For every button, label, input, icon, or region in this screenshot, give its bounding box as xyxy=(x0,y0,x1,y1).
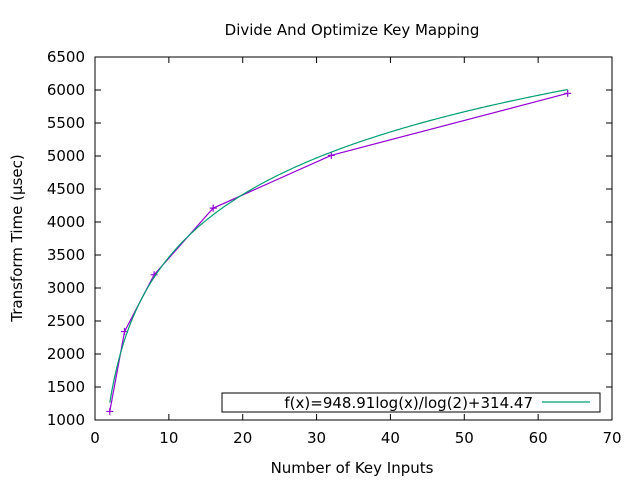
y-axis: 1000 1500 2000 2500 3000 3500 4000 4500 5000 5500… xyxy=(47,48,612,429)
legend: f(x)=948.91log(x)/log(2)+314.47 xyxy=(221,392,601,413)
y-tick-label: 2000 xyxy=(47,345,85,363)
x-tick-label: 70 xyxy=(602,429,621,447)
x-tick-label: 0 xyxy=(90,429,100,447)
x-axis-label: Number of Key Inputs xyxy=(271,459,434,477)
x-tick-label: 30 xyxy=(307,429,326,447)
x-tick-label: 20 xyxy=(233,429,252,447)
y-tick-label: 3500 xyxy=(47,246,85,264)
y-tick-label: 4500 xyxy=(47,180,85,198)
x-axis: 0 10 20 30 40 50 60 70 xyxy=(90,57,622,447)
y-tick-label: 1500 xyxy=(47,378,85,396)
data-point-marker xyxy=(327,151,335,159)
fit-curve-line xyxy=(109,88,568,403)
data-series-line xyxy=(109,92,568,412)
legend-label: f(x)=948.91log(x)/log(2)+314.47 xyxy=(284,394,533,412)
y-tick-label: 2500 xyxy=(47,312,85,330)
x-tick-label: 40 xyxy=(381,429,400,447)
y-tick-label: 6500 xyxy=(47,48,85,66)
y-axis-label: Transform Time (µsec) xyxy=(8,154,26,322)
chart-title: Divide And Optimize Key Mapping xyxy=(225,21,480,39)
data-point-marker xyxy=(106,407,114,415)
data-point-marker xyxy=(209,204,217,212)
y-tick-label: 5000 xyxy=(47,147,85,165)
y-tick-label: 6000 xyxy=(47,81,85,99)
data-point-marker xyxy=(564,89,572,97)
x-tick-label: 60 xyxy=(529,429,548,447)
plot-series xyxy=(106,88,572,415)
y-tick-label: 5500 xyxy=(47,114,85,132)
y-tick-label: 1000 xyxy=(47,411,85,429)
legend-box xyxy=(221,392,601,413)
plot-frame xyxy=(94,56,613,421)
y-tick-label: 3000 xyxy=(47,279,85,297)
x-tick-label: 50 xyxy=(455,429,474,447)
y-tick-label: 4000 xyxy=(47,213,85,231)
x-tick-label: 10 xyxy=(159,429,178,447)
